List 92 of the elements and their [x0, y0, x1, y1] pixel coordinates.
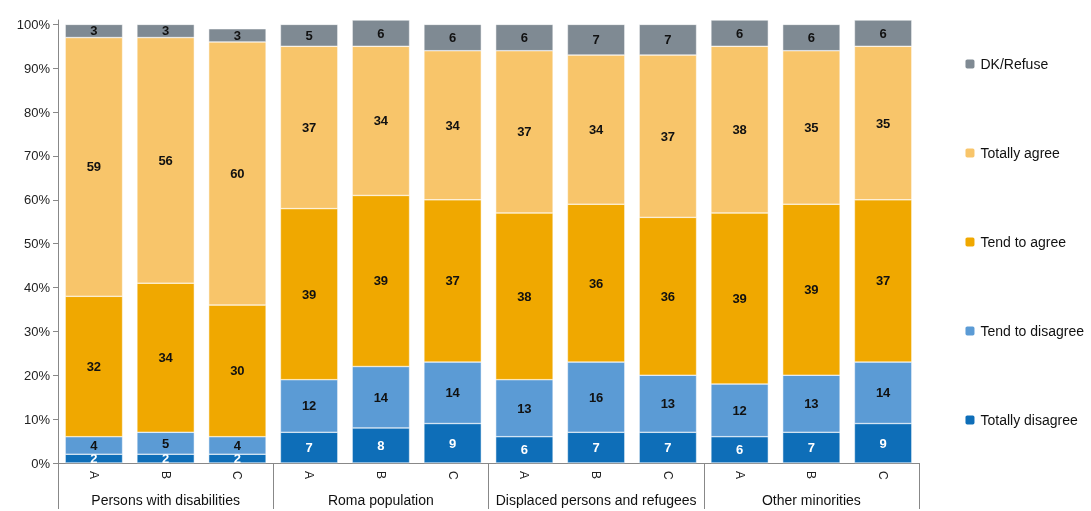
data-label: 2: [233, 451, 241, 467]
data-label: 34: [373, 113, 389, 129]
data-label: 6: [377, 25, 385, 41]
data-label: 13: [517, 400, 532, 416]
data-label: 56: [158, 152, 173, 168]
x-tick-label: A: [86, 471, 101, 480]
data-label: 36: [660, 288, 676, 304]
data-label: 6: [520, 442, 528, 458]
data-label: 3: [233, 27, 241, 43]
data-label: 14: [373, 389, 389, 405]
data-label: 7: [664, 32, 672, 48]
data-label: 5: [305, 27, 313, 43]
data-label: 14: [445, 385, 461, 401]
data-label: 12: [301, 398, 317, 414]
legend-label: Totally agree: [980, 145, 1061, 161]
data-label: 39: [301, 286, 317, 302]
text: Displaced persons and refugees: [495, 492, 697, 508]
data-label: 3: [162, 23, 170, 39]
x-tick-label: B: [589, 471, 604, 480]
data-label: 12: [732, 402, 747, 418]
data-label: 6: [879, 25, 887, 41]
data-label: 35: [804, 119, 819, 135]
data-label: 60: [230, 166, 245, 182]
data-label: 38: [517, 288, 532, 304]
data-label: 38: [732, 122, 747, 138]
data-label: 6: [520, 30, 528, 46]
x-tick-label: A: [517, 471, 532, 480]
y-tick-label: 60%: [23, 192, 51, 208]
data-label: 39: [804, 282, 819, 298]
data-label: 16: [588, 389, 604, 405]
legend-label: DK/Refuse: [980, 56, 1049, 72]
y-tick-label: 90%: [23, 60, 51, 76]
data-label: 37: [660, 128, 676, 144]
legend-label: Tend to agree: [980, 234, 1067, 250]
text: Persons with disabilities: [91, 492, 240, 508]
data-label: 7: [592, 440, 600, 456]
x-tick-label: C: [230, 471, 245, 480]
data-label: 2: [90, 451, 98, 467]
data-label: 3: [90, 23, 98, 39]
data-label: 34: [588, 122, 605, 138]
y-tick-label: 0%: [31, 455, 51, 471]
data-label: 9: [879, 435, 887, 451]
data-label: 7: [664, 440, 672, 456]
data-label: 6: [736, 442, 744, 458]
x-tick-label: B: [373, 471, 388, 480]
data-label: 6: [736, 25, 744, 41]
data-label: 30: [230, 363, 245, 379]
data-label: 34: [445, 117, 461, 133]
data-label: 36: [588, 275, 604, 291]
data-label: 2: [162, 451, 170, 467]
data-label: 6: [449, 30, 457, 46]
y-tick-label: 30%: [23, 323, 51, 339]
data-label: 13: [804, 396, 819, 412]
data-label: 35: [875, 115, 891, 131]
y-tick-label: 20%: [23, 367, 51, 383]
data-label: 4: [233, 437, 242, 453]
data-label: 37: [301, 119, 317, 135]
data-label: 7: [807, 440, 815, 456]
data-label: 8: [377, 437, 385, 453]
x-tick-label: C: [660, 471, 675, 480]
y-tick-label: 70%: [23, 148, 51, 164]
legend-label: Totally disagree: [980, 412, 1078, 428]
data-label: 37: [517, 124, 532, 140]
data-label: 37: [875, 273, 891, 289]
data-label: 39: [732, 291, 747, 307]
data-label: 7: [305, 440, 313, 456]
data-label: 7: [592, 32, 600, 48]
x-tick-label: A: [302, 471, 317, 480]
data-label: 39: [373, 273, 389, 289]
y-tick-label: 50%: [23, 236, 51, 252]
x-tick-label: B: [804, 471, 819, 480]
legend-label: Tend to disagree: [980, 323, 1085, 339]
data-label: 5: [162, 435, 170, 451]
data-label: 14: [875, 385, 892, 401]
y-tick-label: 10%: [23, 411, 51, 427]
x-tick-label: C: [876, 471, 891, 480]
data-label: 4: [90, 437, 99, 453]
data-label: 34: [158, 350, 174, 366]
text: Roma population: [327, 492, 434, 508]
data-label: 59: [86, 159, 102, 175]
data-label: 13: [660, 396, 676, 412]
y-tick-label: 100%: [16, 16, 51, 32]
text: Other minorities: [761, 492, 861, 508]
y-tick-label: 40%: [23, 280, 51, 296]
data-label: 32: [86, 359, 102, 375]
data-label: 6: [807, 30, 815, 46]
data-label: 9: [449, 435, 457, 451]
x-tick-label: A: [732, 471, 747, 480]
y-tick-label: 80%: [23, 104, 51, 120]
x-tick-label: C: [445, 471, 460, 480]
x-tick-label: B: [158, 471, 173, 480]
data-label: 37: [445, 273, 460, 289]
